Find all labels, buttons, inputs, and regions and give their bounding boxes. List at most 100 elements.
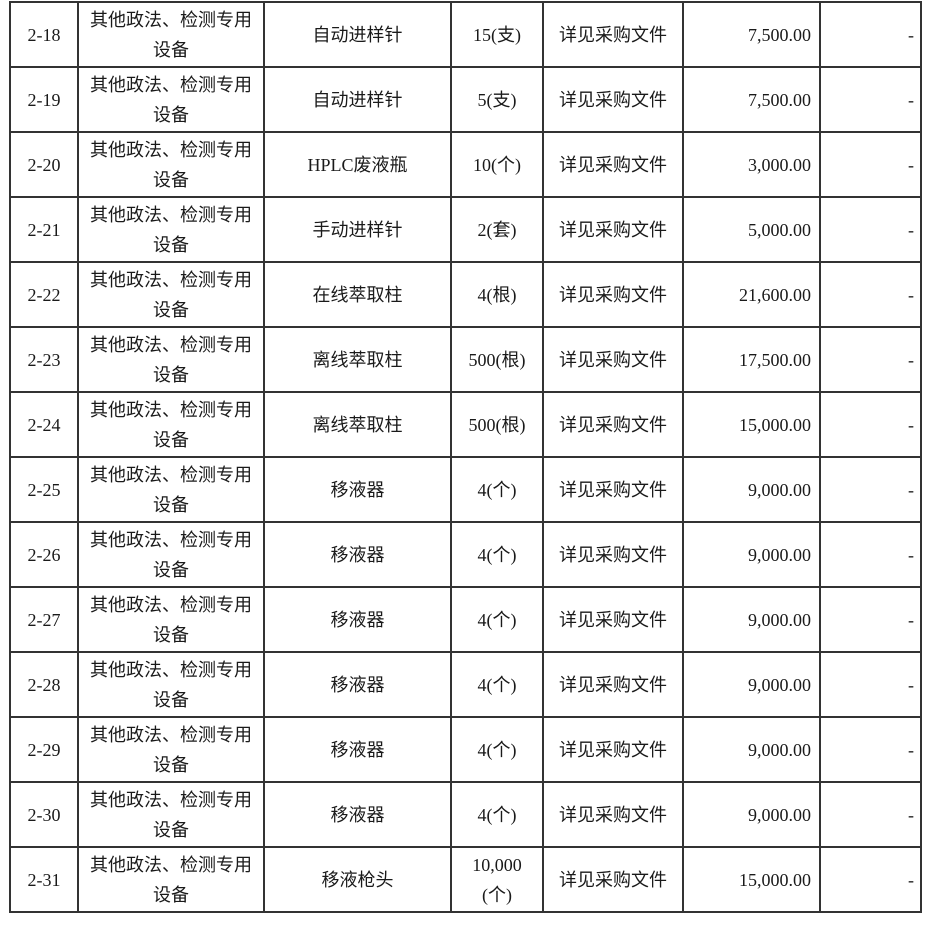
procurement-table: 2-18 其他政法、检测专用设备 自动进样针 15(支) 详见采购文件 7,500.00-… [9,1,922,913]
item-number: 2-27 [9,586,79,653]
item-quantity: 4(个) [450,651,544,718]
item-remark: - [819,196,922,263]
item-name: HPLC废液瓶 [263,131,452,198]
table-row: 2-24 其他政法、检测专用设备 离线萃取柱 500(根) 详见采购文件 15,000.0… [9,391,922,458]
item-quantity: 4(个) [450,521,544,588]
table-row: 2-25 其他政法、检测专用设备 移液器 4(个) 详见采购文件 9,000.00- [9,456,922,523]
item-name: 离线萃取柱 [263,391,452,458]
item-amount: 15,000.00 [682,846,821,913]
table-row: 2-27 其他政法、检测专用设备 移液器 4(个) 详见采购文件 9,000.00- [9,586,922,653]
item-number: 2-30 [9,781,79,848]
table-row: 2-26 其他政法、检测专用设备 移液器 4(个) 详见采购文件 9,000.00- [9,521,922,588]
table-row: 2-20 其他政法、检测专用设备 HPLC废液瓶 10(个) 详见采购文件 3,000.0… [9,131,922,198]
item-amount: 9,000.00 [682,456,821,523]
item-quantity: 4(个) [450,716,544,783]
item-number: 2-23 [9,326,79,393]
item-name: 移液器 [263,716,452,783]
item-remark: - [819,456,922,523]
item-quantity: 10,000 (个) [450,846,544,913]
item-quantity: 5(支) [450,66,544,133]
item-amount: 9,000.00 [682,651,821,718]
item-name: 自动进样针 [263,1,452,68]
table-row: 2-30 其他政法、检测专用设备 移液器 4(个) 详见采购文件 9,000.00- [9,781,922,848]
item-remark: - [819,846,922,913]
item-spec: 详见采购文件 [542,326,684,393]
item-amount: 3,000.00 [682,131,821,198]
item-spec: 详见采购文件 [542,716,684,783]
item-number: 2-29 [9,716,79,783]
item-spec: 详见采购文件 [542,261,684,328]
item-number: 2-19 [9,66,79,133]
item-remark: - [819,586,922,653]
item-name: 自动进样针 [263,66,452,133]
item-remark: - [819,326,922,393]
item-quantity: 4(个) [450,456,544,523]
item-number: 2-21 [9,196,79,263]
item-category: 其他政法、检测专用设备 [77,261,265,328]
item-category: 其他政法、检测专用设备 [77,196,265,263]
item-remark: - [819,651,922,718]
item-name: 移液器 [263,651,452,718]
item-spec: 详见采购文件 [542,391,684,458]
item-amount: 9,000.00 [682,521,821,588]
item-category: 其他政法、检测专用设备 [77,781,265,848]
item-quantity: 500(根) [450,391,544,458]
item-amount: 9,000.00 [682,781,821,848]
item-spec: 详见采购文件 [542,1,684,68]
item-name: 离线萃取柱 [263,326,452,393]
item-category: 其他政法、检测专用设备 [77,66,265,133]
item-quantity: 4(个) [450,586,544,653]
item-category: 其他政法、检测专用设备 [77,1,265,68]
item-remark: - [819,1,922,68]
item-category: 其他政法、检测专用设备 [77,326,265,393]
item-amount: 9,000.00 [682,586,821,653]
item-name: 移液器 [263,521,452,588]
item-number: 2-20 [9,131,79,198]
table-row: 2-19 其他政法、检测专用设备 自动进样针 5(支) 详见采购文件 7,500.00- [9,66,922,133]
item-quantity: 10(个) [450,131,544,198]
item-remark: - [819,521,922,588]
item-amount: 9,000.00 [682,716,821,783]
item-remark: - [819,781,922,848]
item-spec: 详见采购文件 [542,521,684,588]
item-number: 2-22 [9,261,79,328]
item-spec: 详见采购文件 [542,846,684,913]
item-category: 其他政法、检测专用设备 [77,131,265,198]
item-category: 其他政法、检测专用设备 [77,456,265,523]
item-remark: - [819,66,922,133]
item-quantity: 4(根) [450,261,544,328]
item-category: 其他政法、检测专用设备 [77,521,265,588]
item-category: 其他政法、检测专用设备 [77,586,265,653]
item-category: 其他政法、检测专用设备 [77,391,265,458]
item-remark: - [819,261,922,328]
item-amount: 5,000.00 [682,196,821,263]
item-spec: 详见采购文件 [542,781,684,848]
item-spec: 详见采购文件 [542,586,684,653]
item-number: 2-26 [9,521,79,588]
table-row: 2-28 其他政法、检测专用设备 移液器 4(个) 详见采购文件 9,000.00- [9,651,922,718]
item-quantity: 2(套) [450,196,544,263]
item-number: 2-18 [9,1,79,68]
item-remark: - [819,131,922,198]
item-spec: 详见采购文件 [542,131,684,198]
item-quantity: 500(根) [450,326,544,393]
item-amount: 7,500.00 [682,66,821,133]
item-name: 移液器 [263,586,452,653]
table-row: 2-21 其他政法、检测专用设备 手动进样针 2(套) 详见采购文件 5,000.00- [9,196,922,263]
table-row: 2-23 其他政法、检测专用设备 离线萃取柱 500(根) 详见采购文件 17,500.0… [9,326,922,393]
item-amount: 17,500.00 [682,326,821,393]
item-name: 移液器 [263,781,452,848]
item-number: 2-25 [9,456,79,523]
item-spec: 详见采购文件 [542,651,684,718]
item-name: 移液枪头 [263,846,452,913]
item-spec: 详见采购文件 [542,66,684,133]
item-quantity: 4(个) [450,781,544,848]
item-number: 2-28 [9,651,79,718]
item-name: 在线萃取柱 [263,261,452,328]
table-row: 2-18 其他政法、检测专用设备 自动进样针 15(支) 详见采购文件 7,500.00- [9,1,922,68]
item-remark: - [819,716,922,783]
item-number: 2-24 [9,391,79,458]
item-amount: 21,600.00 [682,261,821,328]
table-row: 2-29 其他政法、检测专用设备 移液器 4(个) 详见采购文件 9,000.00- [9,716,922,783]
item-remark: - [819,391,922,458]
